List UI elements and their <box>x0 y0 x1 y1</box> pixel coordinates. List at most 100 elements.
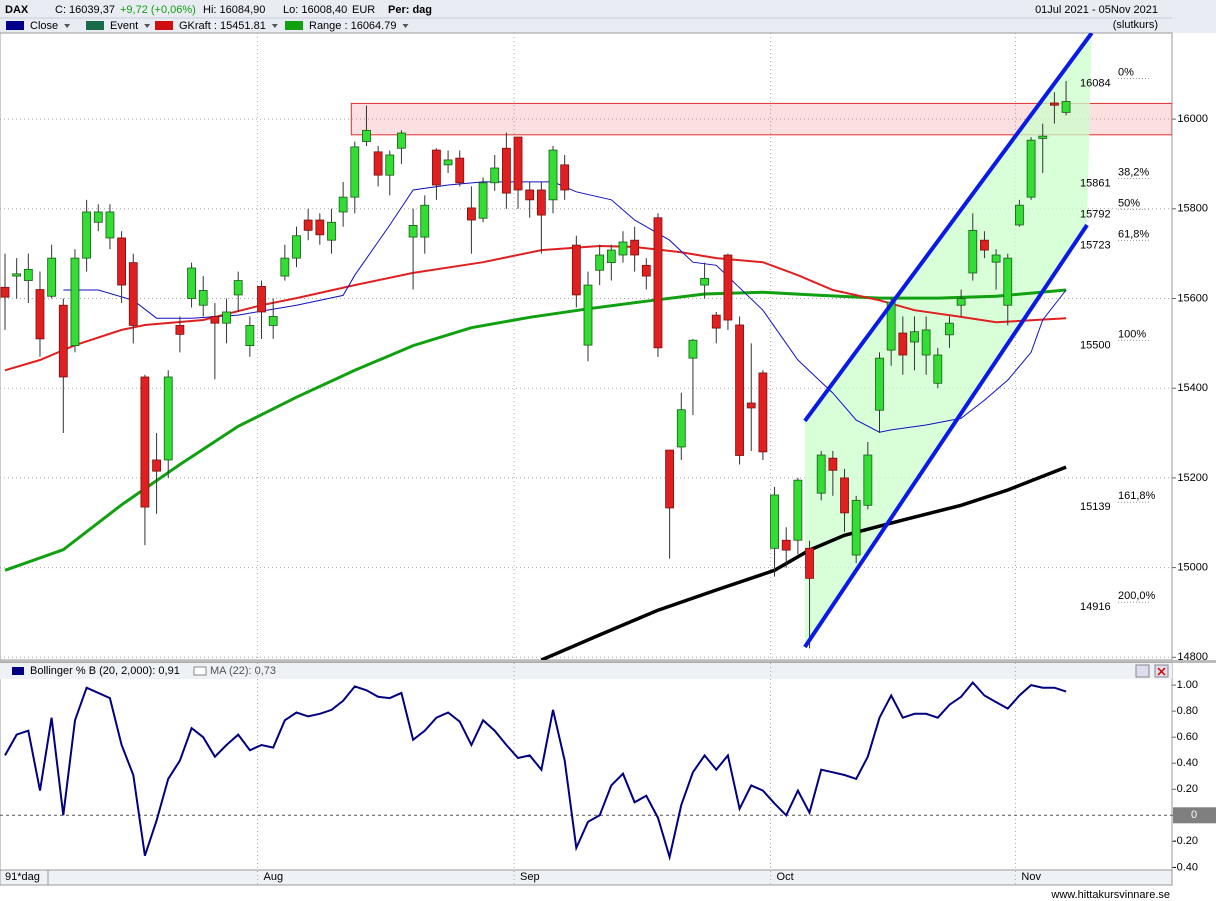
y-tick-label: 15000 <box>1177 562 1208 574</box>
zero-badge <box>1173 807 1216 824</box>
y-tick-label: 16000 <box>1177 113 1208 125</box>
fib-value: 16084 <box>1080 77 1111 89</box>
candle-body <box>700 277 709 286</box>
candle-body <box>641 264 651 277</box>
candle-body <box>0 286 10 298</box>
legend-dropdown[interactable] <box>144 24 151 28</box>
legend-dropdown[interactable] <box>64 24 71 28</box>
candle-body <box>945 322 954 336</box>
legend-swatch <box>155 21 173 30</box>
candle-body <box>630 239 640 256</box>
currency: EUR <box>352 4 375 16</box>
indicator-line <box>4 680 1067 861</box>
candle-body <box>23 268 33 281</box>
candle-body <box>921 329 931 356</box>
legend-swatch <box>86 21 104 30</box>
fib-value: 15139 <box>1080 501 1111 513</box>
candle-body <box>665 449 675 509</box>
candle-body <box>571 244 581 296</box>
y-tick-label: 15600 <box>1177 292 1208 304</box>
candle-body <box>933 354 943 384</box>
close-price: C: 16039,37 <box>55 4 115 16</box>
candle-body <box>1003 257 1013 306</box>
ma-swatch <box>193 666 207 676</box>
candle-body <box>840 477 849 514</box>
candle-body <box>128 262 138 326</box>
fib-value: 14916 <box>1080 601 1111 613</box>
y-tick-label: 0.80 <box>1177 705 1198 717</box>
candle-body <box>536 189 546 216</box>
candle-body <box>910 331 919 343</box>
candle-body <box>501 147 511 194</box>
y-tick-label: -0.40 <box>1173 861 1198 873</box>
candle-body <box>105 211 115 239</box>
candle-body <box>47 257 57 297</box>
symbol: DAX <box>5 4 29 16</box>
channel-line <box>803 33 1094 423</box>
candle-body <box>455 157 465 184</box>
period-label: 91*dag <box>5 871 40 883</box>
candle-body <box>851 499 861 556</box>
moving-average <box>4 244 1067 372</box>
candle-body <box>70 257 80 347</box>
candle-body <box>560 164 570 191</box>
candle-body <box>408 225 418 238</box>
candle-body <box>210 316 220 324</box>
candle-body <box>478 182 488 219</box>
fib-percent: 61,8% <box>1118 228 1149 240</box>
legend-label: Event <box>110 20 138 32</box>
moving-average <box>63 181 1067 433</box>
candle-body <box>513 136 523 191</box>
y-tick-label: 15800 <box>1177 203 1208 215</box>
candle-body <box>758 372 768 453</box>
candle-body <box>735 324 744 456</box>
candle-body <box>140 376 150 508</box>
candle-body <box>257 286 266 313</box>
legend-dropdown[interactable] <box>402 24 409 28</box>
price-basis: (slutkurs) <box>1113 19 1158 31</box>
candle-body <box>373 151 383 176</box>
candle-body <box>805 547 814 579</box>
y-tick-label: 15400 <box>1177 382 1208 394</box>
y-tick-label: 0 <box>1191 809 1197 821</box>
indicator-plot <box>0 662 1173 871</box>
candle-body <box>268 316 278 326</box>
candle-body <box>163 376 173 461</box>
x-tick-label: Aug <box>264 871 284 883</box>
candle-body <box>443 159 453 166</box>
candle-body <box>222 311 231 324</box>
candle-body <box>466 207 476 221</box>
fib-value: 15500 <box>1080 339 1111 351</box>
candle-body <box>816 454 826 494</box>
y-tick-label: -0.20 <box>1173 835 1198 847</box>
candle-body <box>1038 135 1048 139</box>
candle-body <box>606 249 616 264</box>
candle-body <box>82 211 92 259</box>
y-tick-label: 14800 <box>1177 651 1208 663</box>
candle-body <box>1050 102 1059 106</box>
candle-body <box>280 257 290 277</box>
candle-body <box>490 167 500 184</box>
candle-body <box>198 290 208 306</box>
candle-body <box>327 221 336 241</box>
candle-body <box>117 237 126 286</box>
candle-body <box>1015 204 1024 226</box>
fib-value: 15792 <box>1080 208 1111 220</box>
legend-dropdown[interactable] <box>271 24 278 28</box>
x-tick-label: Sep <box>520 871 540 883</box>
settings-icon[interactable] <box>1135 664 1150 678</box>
candle-body <box>863 454 873 506</box>
candle-body <box>385 154 395 176</box>
y-tick-label: 1.00 <box>1177 679 1198 691</box>
fib-percent: 50% <box>1118 197 1140 209</box>
candle-body <box>746 402 756 409</box>
candle-body <box>793 479 803 541</box>
candle-body <box>875 357 884 411</box>
legend-swatch <box>285 21 303 30</box>
indicator-title: Bollinger % B (20, 2,000): 0,91 <box>30 665 180 677</box>
high: Hi: 16084,90 <box>203 4 265 16</box>
candle-body <box>245 325 255 347</box>
header-bar <box>0 0 1216 33</box>
legend-label: Close <box>30 20 58 32</box>
